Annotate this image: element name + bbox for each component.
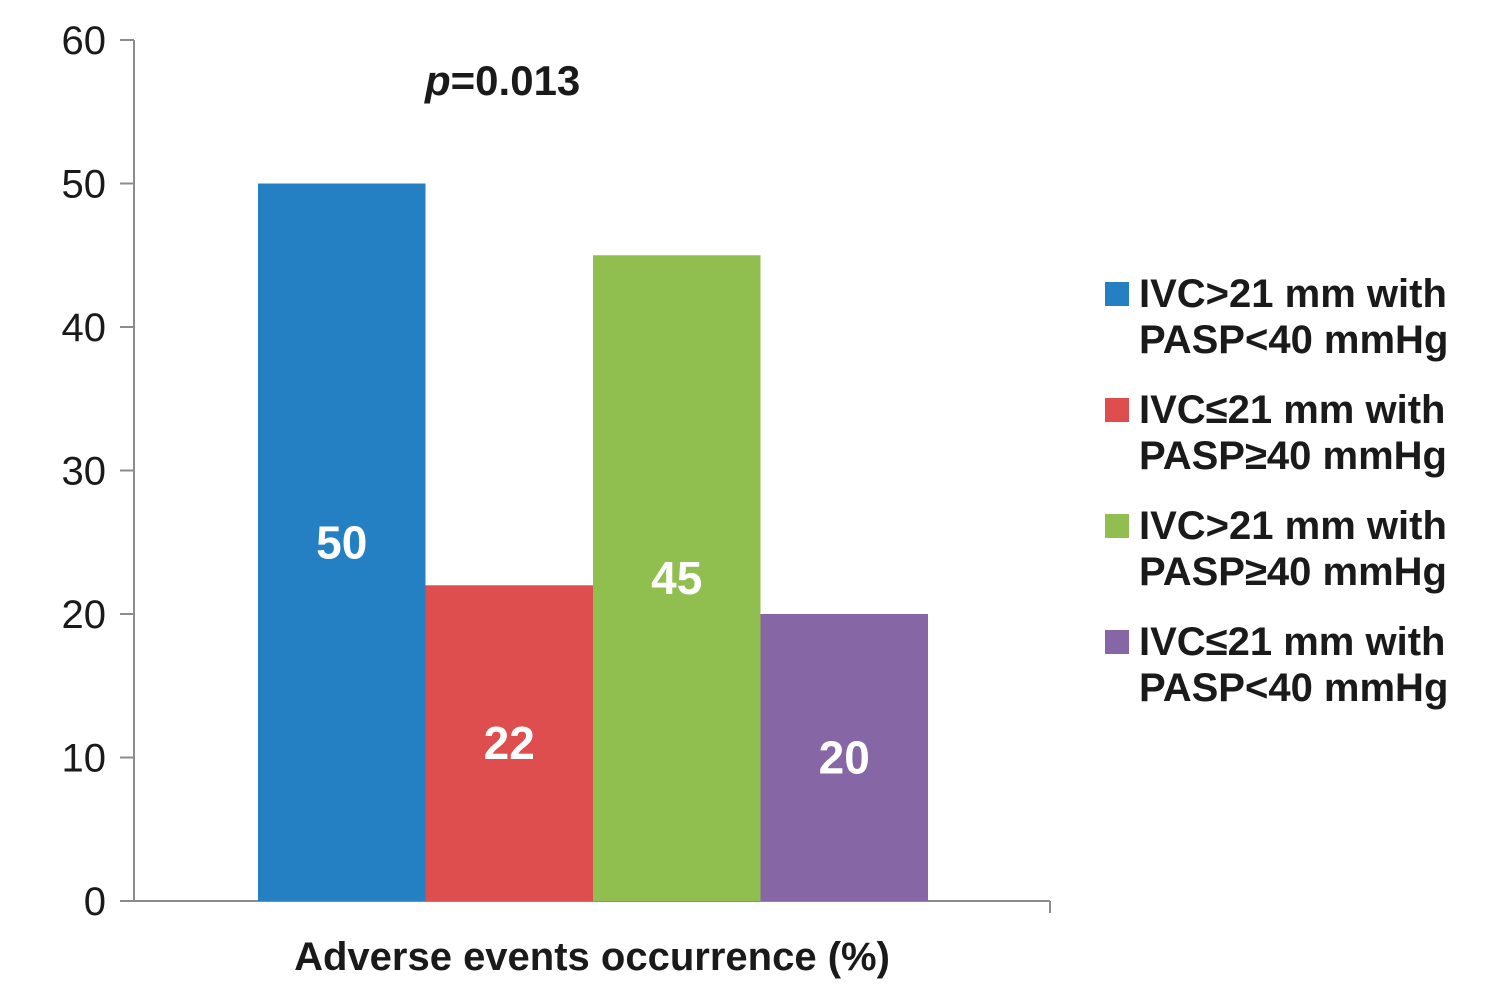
- p-value-rest: =0.013: [451, 57, 581, 104]
- bar-value-label: 22: [484, 717, 535, 769]
- bar-value-label: 45: [651, 552, 702, 604]
- bar-series-1: [258, 183, 426, 901]
- y-tick-label: 50: [62, 163, 107, 207]
- bar-series-4: [760, 614, 928, 901]
- legend-label: PASP≥40 mmHg: [1139, 550, 1447, 594]
- y-axis: 0 10 20 30 40 50 60: [62, 19, 135, 924]
- y-tick-label: 20: [62, 593, 107, 637]
- legend-swatch: [1105, 514, 1129, 538]
- legend-label: IVC≤21 mm with: [1139, 620, 1445, 664]
- legend-label: PASP≥40 mmHg: [1139, 434, 1447, 478]
- y-tick-label: 10: [62, 737, 107, 781]
- legend-label: PASP<40 mmHg: [1139, 318, 1448, 362]
- legend-label: PASP<40 mmHg: [1139, 666, 1448, 710]
- y-tick-label: 60: [62, 19, 107, 63]
- bar-series-2: [425, 585, 593, 901]
- bar-value-label: 20: [819, 732, 870, 784]
- bar-series-3: [593, 255, 761, 901]
- legend-label: IVC>21 mm with: [1139, 504, 1447, 548]
- y-tick-label: 0: [84, 880, 106, 924]
- legend-label: IVC>21 mm with: [1139, 272, 1447, 316]
- bars: [258, 183, 928, 901]
- p-value-annotation: p=0.013: [424, 57, 580, 104]
- legend-swatch: [1105, 630, 1129, 654]
- legend-swatch: [1105, 282, 1129, 306]
- y-tick-label: 40: [62, 306, 107, 350]
- p-value-italic: p: [424, 57, 451, 104]
- bar-labels: 50 22 45 20: [316, 516, 870, 783]
- legend-label: IVC≤21 mm with: [1139, 388, 1445, 432]
- y-tick-label: 30: [62, 450, 107, 494]
- bar-value-label: 50: [316, 516, 367, 568]
- legend-swatch: [1105, 398, 1129, 422]
- x-axis-label: Adverse events occurrence (%): [294, 935, 890, 979]
- x-axis: [134, 900, 1051, 913]
